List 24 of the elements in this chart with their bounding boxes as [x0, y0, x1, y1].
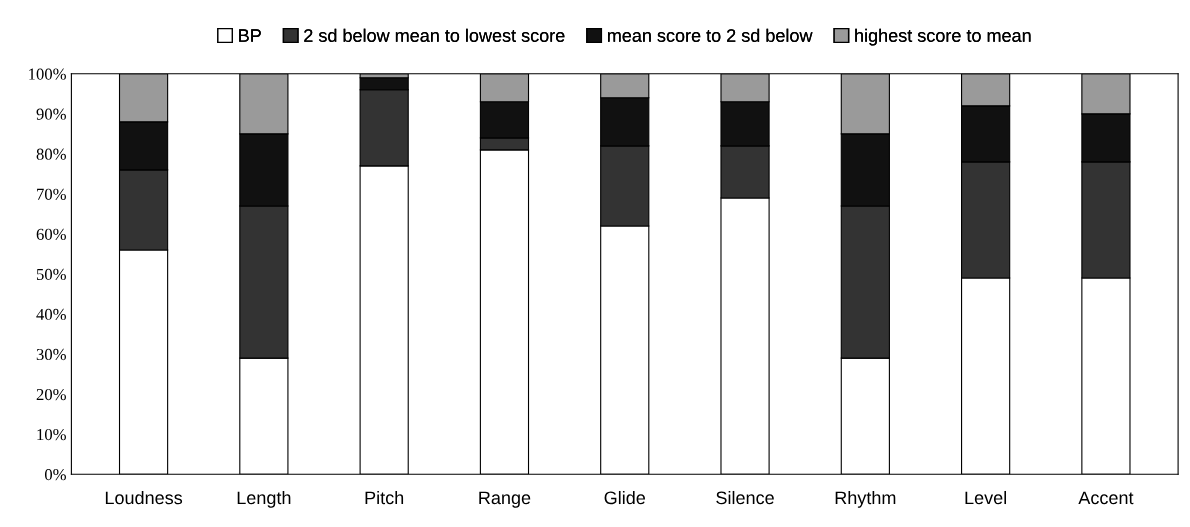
x-tick-label: Range [479, 491, 531, 508]
x-tick-label: Silence [716, 490, 774, 505]
x-tick-label: Rhythm [835, 490, 896, 508]
x-tick-label: Level [965, 490, 1007, 505]
x-tick-label: Accent [1078, 491, 1134, 505]
y-tick-label: 70% [37, 188, 66, 200]
y-tick-label: 90% [36, 108, 66, 120]
y-tick-label: 0% [44, 469, 66, 481]
legend-label: 2 sd below mean to lowest score [304, 28, 565, 42]
y-tick-label: 100% [29, 68, 66, 80]
y-tick-label: 20% [36, 388, 66, 401]
legend-label: mean score to 2 sd below [607, 28, 813, 42]
x-tick-label: Pitch [365, 490, 404, 505]
x-tick-label: Glide [604, 490, 646, 505]
y-tick-label: 80% [36, 148, 66, 160]
x-tick-label: Length [237, 490, 291, 508]
y-tick-label: 40% [36, 308, 66, 321]
y-tick-label: 50% [36, 268, 66, 281]
x-tick-label: Loudness [105, 490, 183, 505]
legend-label: BP [239, 29, 261, 42]
y-tick-label: 60% [36, 228, 66, 240]
y-tick-label: 10% [37, 428, 66, 441]
y-tick-label: 30% [36, 348, 66, 361]
legend-label: highest score to mean [855, 28, 1031, 46]
